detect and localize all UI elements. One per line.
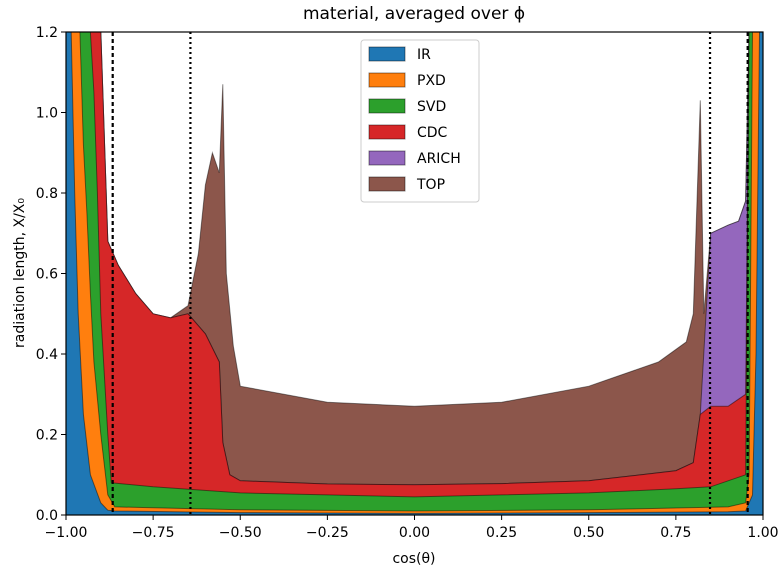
legend-label-svd: SVD — [417, 99, 446, 115]
area-ir — [66, 32, 763, 515]
y-tick-label: 0.8 — [36, 186, 58, 202]
reference-lines — [111, 32, 749, 515]
y-tick-label: 1.2 — [36, 25, 58, 41]
x-tick-label: 1.00 — [747, 525, 778, 541]
legend-swatch-svd — [368, 98, 406, 114]
legend-label-cdc: CDC — [417, 125, 448, 141]
y-tick-label: 0.4 — [36, 347, 58, 363]
y-axis-label: radiation length, X/X₀ — [12, 198, 28, 348]
legend-label-arich: ARICH — [417, 151, 461, 167]
x-tick-label: −0.25 — [306, 525, 349, 541]
x-tick-label: −1.00 — [45, 525, 88, 541]
x-tick-label: 0.50 — [573, 525, 604, 541]
legend-swatch-top — [368, 176, 406, 192]
x-tick-label: 0.25 — [486, 525, 517, 541]
y-tick-label: 0.6 — [36, 267, 58, 283]
area-pxd — [66, 32, 763, 515]
area-series-group — [66, 32, 763, 515]
legend: IR PXD SVD CDC ARICH TOP — [360, 39, 480, 203]
x-tick-label: 0.75 — [660, 525, 691, 541]
chart-title: material, averaged over ϕ — [303, 4, 525, 24]
legend-swatch-cdc — [368, 124, 406, 140]
x-axis-label: cos(θ) — [392, 551, 435, 567]
area-cdc — [66, 32, 763, 515]
x-tick-label: 0.00 — [399, 525, 430, 541]
legend-swatch-ir — [368, 46, 406, 62]
x-tick-label: −0.50 — [219, 525, 262, 541]
legend-swatch-arich — [368, 150, 406, 166]
legend-label-pxd: PXD — [417, 73, 446, 89]
y-axis: 0.0 0.2 0.4 0.6 0.8 1.0 1.2 — [36, 25, 66, 524]
y-tick-label: 0.2 — [36, 428, 58, 444]
legend-label-top: TOP — [416, 177, 445, 193]
legend-swatch-pxd — [368, 72, 406, 88]
x-tick-label: −0.75 — [132, 525, 175, 541]
legend-label-ir: IR — [417, 47, 431, 63]
y-tick-label: 1.0 — [36, 106, 58, 122]
x-axis: −1.00 −0.75 −0.50 −0.25 0.00 0.25 0.50 0.75 1.00 — [45, 515, 779, 541]
y-tick-label: 0.0 — [36, 508, 58, 524]
